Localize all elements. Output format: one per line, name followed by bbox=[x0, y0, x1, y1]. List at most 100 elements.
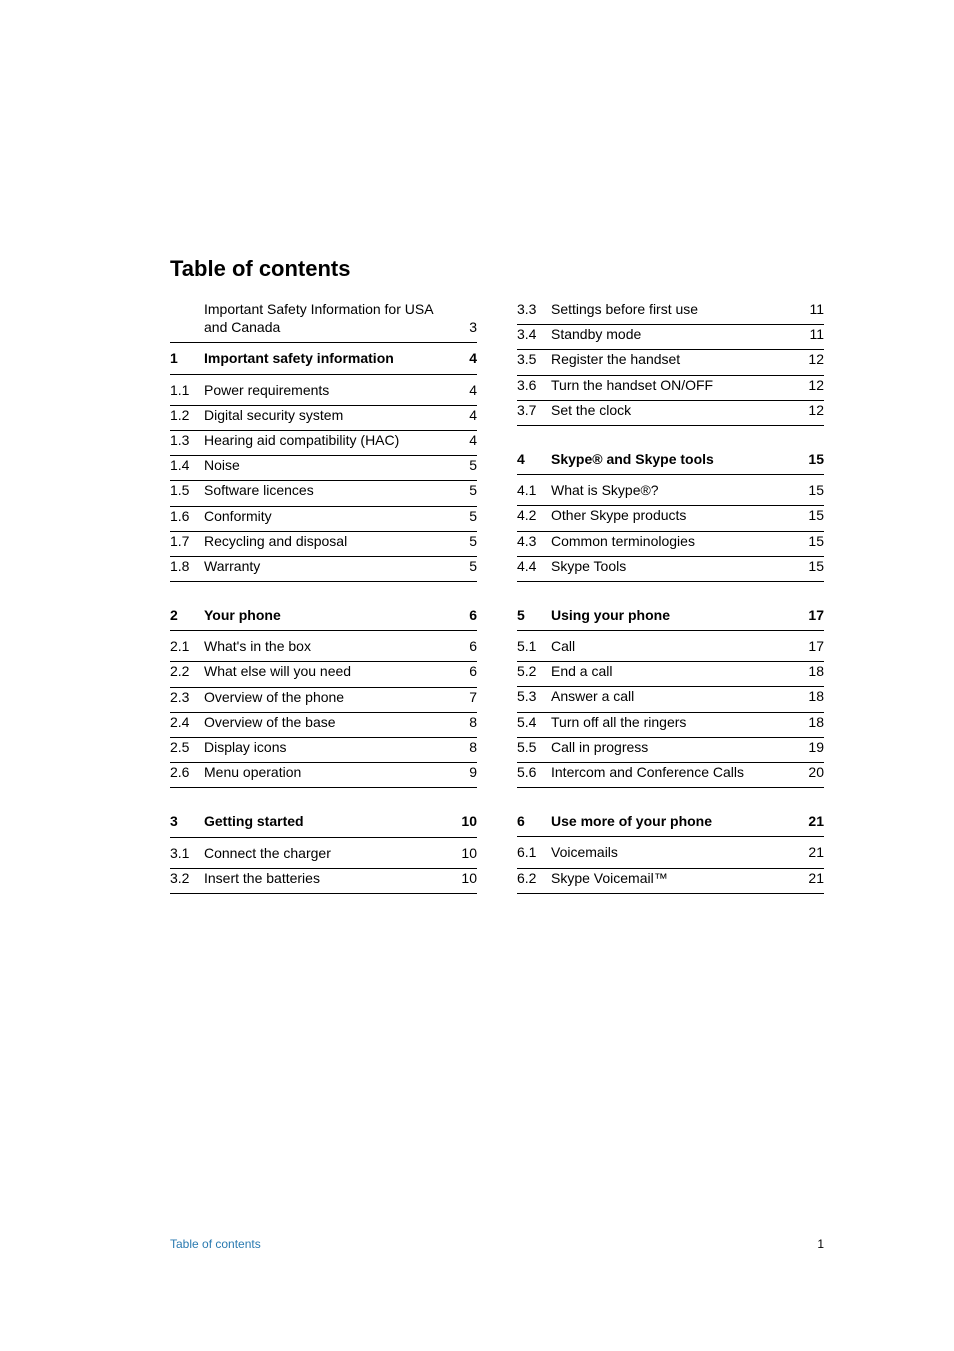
toc-entry-label: Software licences bbox=[204, 481, 457, 499]
toc-entry-label: Your phone bbox=[204, 606, 457, 624]
footer-page-number: 1 bbox=[817, 1237, 824, 1251]
toc-entry-label: Getting started bbox=[204, 812, 457, 830]
toc-entry-number: 1.7 bbox=[170, 532, 204, 550]
footer-section-title: Table of contents bbox=[170, 1237, 261, 1251]
toc-entry-number: 1.1 bbox=[170, 381, 204, 399]
toc-entry-label: Skype Tools bbox=[551, 557, 804, 575]
toc-entry-page: 15 bbox=[804, 481, 824, 499]
toc-entry: 6.1Voicemails21 bbox=[517, 837, 824, 868]
toc-entry-label: Use more of your phone bbox=[551, 812, 804, 830]
toc-entry-number: 5.4 bbox=[517, 713, 551, 731]
toc-entry: 3.4Standby mode11 bbox=[517, 325, 824, 350]
toc-entry-page: 21 bbox=[804, 812, 824, 830]
toc-entry-number: 2.1 bbox=[170, 637, 204, 655]
toc-entry-page: 17 bbox=[804, 606, 824, 624]
toc-entry-number: 1.4 bbox=[170, 456, 204, 474]
toc-spacer bbox=[170, 582, 477, 606]
toc-entry-label: Skype® and Skype tools bbox=[551, 450, 804, 468]
toc-section-entry: 2Your phone6 bbox=[170, 606, 477, 631]
toc-entry-number: 4.1 bbox=[517, 481, 551, 499]
toc-entry: 2.2What else will you need6 bbox=[170, 662, 477, 687]
toc-entry: 5.2End a call18 bbox=[517, 662, 824, 687]
toc-entry: 3.3Settings before first use11 bbox=[517, 300, 824, 325]
page: Table of contents Important Safety Infor… bbox=[0, 0, 954, 894]
toc-entry-number: 2 bbox=[170, 606, 204, 624]
toc-entry-page: 5 bbox=[457, 481, 477, 499]
toc-entry: 1.4Noise5 bbox=[170, 456, 477, 481]
toc-entry: 1.2Digital security system4 bbox=[170, 406, 477, 431]
toc-entry-label: Overview of the phone bbox=[204, 688, 457, 706]
toc-entry-number: 4.2 bbox=[517, 506, 551, 524]
toc-entry: 2.4Overview of the base8 bbox=[170, 713, 477, 738]
page-footer: Table of contents 1 bbox=[170, 1237, 824, 1251]
toc-entry-label: Overview of the base bbox=[204, 713, 457, 731]
toc-entry-number: 1.5 bbox=[170, 481, 204, 499]
toc-entry-label: Menu operation bbox=[204, 763, 457, 781]
toc-entry: 1.7Recycling and disposal5 bbox=[170, 532, 477, 557]
toc-entry-page: 6 bbox=[457, 662, 477, 680]
toc-spacer bbox=[517, 426, 824, 450]
toc-entry-label: Warranty bbox=[204, 557, 457, 575]
toc-entry-page: 8 bbox=[457, 738, 477, 756]
toc-entry: 5.3Answer a call18 bbox=[517, 687, 824, 712]
toc-entry-label: Recycling and disposal bbox=[204, 532, 457, 550]
toc-entry-label: What's in the box bbox=[204, 637, 457, 655]
toc-entry-label: Intercom and Conference Calls bbox=[551, 763, 804, 781]
toc-entry-number: 5.3 bbox=[517, 687, 551, 705]
toc-entry-label: Set the clock bbox=[551, 401, 804, 419]
toc-entry-number: 6.2 bbox=[517, 869, 551, 887]
toc-entry-number: 5 bbox=[517, 606, 551, 624]
toc-entry: 3.1Connect the charger10 bbox=[170, 838, 477, 869]
toc-entry-page: 5 bbox=[457, 456, 477, 474]
toc-entry-page: 4 bbox=[457, 349, 477, 367]
toc-entry-number: 1.3 bbox=[170, 431, 204, 449]
toc-entry-label: Connect the charger bbox=[204, 844, 457, 862]
toc-entry-number: 3.5 bbox=[517, 350, 551, 368]
toc-title: Table of contents bbox=[170, 256, 824, 282]
toc-entry: 4.3Common terminologies15 bbox=[517, 532, 824, 557]
toc-entry-label: What is Skype®? bbox=[551, 481, 804, 499]
toc-entry-page: 10 bbox=[457, 844, 477, 862]
toc-entry-page: 10 bbox=[457, 812, 477, 830]
toc-entry-number: 1.6 bbox=[170, 507, 204, 525]
toc-entry: 2.6Menu operation9 bbox=[170, 763, 477, 788]
toc-entry-number: 4.3 bbox=[517, 532, 551, 550]
toc-entry-label: Digital security system bbox=[204, 406, 457, 424]
toc-entry-page: 12 bbox=[804, 401, 824, 419]
toc-entry-label: Other Skype products bbox=[551, 506, 804, 524]
toc-entry-page: 11 bbox=[804, 325, 824, 343]
toc-entry-page: 5 bbox=[457, 557, 477, 575]
toc-entry-page: 10 bbox=[457, 869, 477, 887]
toc-entry-label: Power requirements bbox=[204, 381, 457, 399]
toc-entry-number: 3.7 bbox=[517, 401, 551, 419]
toc-entry: 5.4Turn off all the ringers18 bbox=[517, 713, 824, 738]
toc-entry-number: 1.8 bbox=[170, 557, 204, 575]
toc-entry-label: Settings before first use bbox=[551, 300, 804, 318]
toc-entry-page: 5 bbox=[457, 507, 477, 525]
toc-entry-number: 6 bbox=[517, 812, 551, 830]
toc-entry: 5.5Call in progress19 bbox=[517, 738, 824, 763]
toc-entry-page: 12 bbox=[804, 376, 824, 394]
toc-entry-page: 5 bbox=[457, 532, 477, 550]
toc-entry-page: 8 bbox=[457, 713, 477, 731]
toc-entry-label: Turn the handset ON/OFF bbox=[551, 376, 804, 394]
toc-entry-number: 4.4 bbox=[517, 557, 551, 575]
toc-entry-number: 3.3 bbox=[517, 300, 551, 318]
toc-entry-label: Turn off all the ringers bbox=[551, 713, 804, 731]
toc-entry: 2.5Display icons8 bbox=[170, 738, 477, 763]
toc-entry-page: 6 bbox=[457, 637, 477, 655]
toc-entry-label: Register the handset bbox=[551, 350, 804, 368]
toc-entry-label: Conformity bbox=[204, 507, 457, 525]
toc-entry: 2.1What's in the box6 bbox=[170, 631, 477, 662]
toc-entry-label: End a call bbox=[551, 662, 804, 680]
toc-entry-page: 17 bbox=[804, 637, 824, 655]
toc-column-right: 3.3Settings before first use113.4Standby… bbox=[517, 300, 824, 894]
toc-entry-number: 2.5 bbox=[170, 738, 204, 756]
toc-entry-page: 18 bbox=[804, 713, 824, 731]
toc-entry-label: Insert the batteries bbox=[204, 869, 457, 887]
toc-entry-page: 4 bbox=[457, 381, 477, 399]
toc-entry-page: 18 bbox=[804, 662, 824, 680]
toc-entry: 3.6Turn the handset ON/OFF12 bbox=[517, 376, 824, 401]
toc-entry-number: 6.1 bbox=[517, 843, 551, 861]
toc-entry-number: 3.4 bbox=[517, 325, 551, 343]
